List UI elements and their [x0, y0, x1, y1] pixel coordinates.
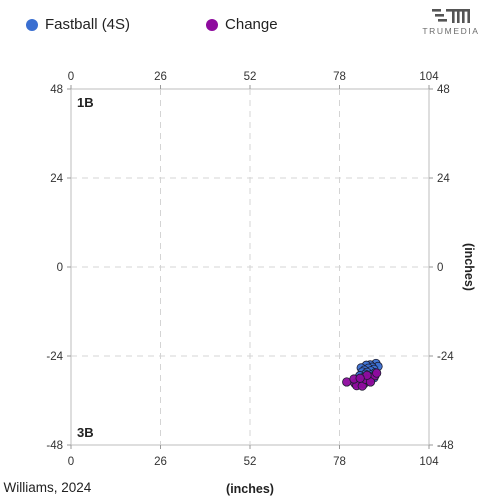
- y-tick-label-left: 24: [50, 173, 63, 185]
- x-tick-label-top: 104: [419, 71, 439, 83]
- trumedia-logo-icon: [432, 9, 470, 23]
- legend-item-fastball: Fastball (4S): [26, 16, 130, 33]
- x-tick-label-bottom: 78: [333, 456, 346, 468]
- x-axis-title: (inches): [226, 482, 274, 496]
- y-tick-label-right: 24: [437, 173, 450, 185]
- y-tick-label-left: 0: [57, 262, 63, 274]
- y-tick-label-right: -48: [437, 440, 454, 452]
- x-tick-label-bottom: 26: [154, 456, 167, 468]
- caption: . Williams, 2024: [0, 480, 92, 495]
- data-point-change: [355, 373, 365, 383]
- x-tick-label-top: 0: [68, 71, 74, 83]
- y-axis-title: (inches): [462, 243, 476, 291]
- annotation-1b: 1B: [77, 95, 94, 110]
- legend-swatch-fastball: [26, 18, 38, 31]
- x-tick-label-bottom: 52: [244, 456, 257, 468]
- legend-swatch-change: [206, 18, 219, 31]
- x-tick-label-top: 78: [333, 71, 346, 83]
- brand-name: TRUMEDIA: [422, 26, 480, 36]
- y-tick-label-left: -48: [46, 440, 63, 452]
- legend-item-change: Change: [206, 16, 278, 33]
- y-tick-label-right: 0: [437, 262, 443, 274]
- annotation-3b: 3B: [77, 425, 94, 440]
- x-tick-label-bottom: 0: [68, 456, 74, 468]
- data-point-change: [372, 368, 382, 378]
- y-tick-label-right: -24: [437, 351, 454, 363]
- x-tick-label-top: 52: [244, 71, 257, 83]
- y-tick-label-left: 48: [50, 84, 63, 96]
- x-tick-label-bottom: 104: [419, 456, 439, 468]
- legend-label-change: Change: [225, 16, 278, 33]
- legend-label-fastball: Fastball (4S): [45, 16, 131, 33]
- y-tick-label-right: 48: [437, 84, 450, 96]
- trumedia-logo: TRUMEDIA: [418, 8, 484, 36]
- chart-legend: Fastball (4S) Change: [26, 16, 354, 33]
- y-tick-label-left: -24: [46, 351, 63, 363]
- x-tick-label-top: 26: [154, 71, 167, 83]
